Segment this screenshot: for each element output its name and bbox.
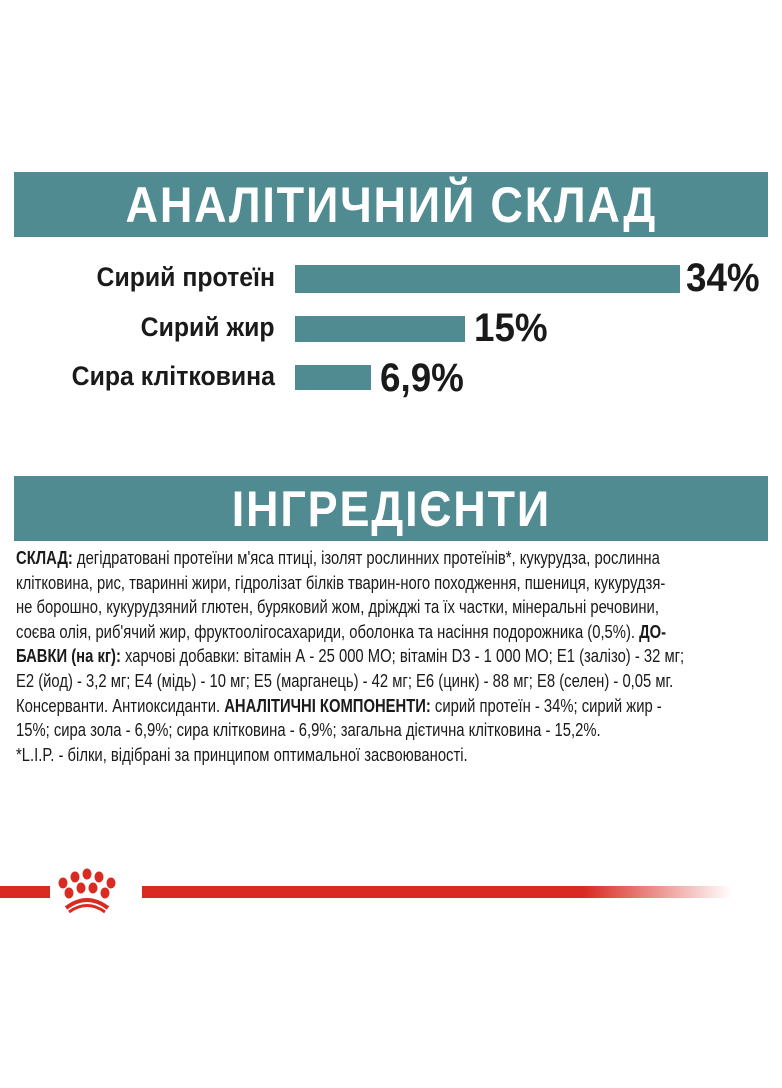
text: Консерванти. Антиоксиданти. bbox=[16, 694, 225, 716]
ingredients-banner: ІНГРЕДІЄНТИ bbox=[14, 476, 768, 541]
text-line: соєва олія, риб'ячий жир, фруктоолігосах… bbox=[16, 620, 684, 645]
fiber-value: 6,9% bbox=[380, 356, 464, 400]
text: *L.I.P. - білки, відібрані за принципом … bbox=[16, 743, 468, 765]
fat-bar bbox=[295, 316, 465, 342]
text: Е2 (йод) - 3,2 мг; Е4 (мідь) - 10 мг; Е5… bbox=[16, 669, 674, 691]
text-line: не борошно, кукурудзяний глютен, буряков… bbox=[16, 595, 684, 620]
protein-bar bbox=[295, 265, 680, 293]
bold-heading: БАВКИ (на кг): bbox=[16, 645, 121, 667]
bold-heading: ДО- bbox=[639, 620, 667, 642]
analysis-banner: АНАЛІТИЧНИЙ СКЛАД bbox=[14, 172, 768, 237]
ingredients-text: СКЛАД: дегідратовані протеїни м'яса птиц… bbox=[16, 546, 782, 767]
text-line: БАВКИ (на кг): харчові добавки: вітамін … bbox=[16, 644, 684, 669]
text-line: *L.I.P. - білки, відібрані за принципом … bbox=[16, 743, 684, 768]
royal-canin-crown-logo bbox=[58, 868, 116, 914]
fat-value: 15% bbox=[474, 306, 548, 350]
fiber-label: Сира клітковина bbox=[71, 361, 275, 391]
fiber-bar bbox=[295, 365, 371, 390]
text: соєва олія, риб'ячий жир, фруктоолігосах… bbox=[16, 620, 640, 642]
text: харчові добавки: вітамін А - 25 000 МО; … bbox=[120, 645, 685, 667]
brand-line-right bbox=[142, 886, 732, 898]
analysis-title: АНАЛІТИЧНИЙ СКЛАД bbox=[125, 176, 657, 233]
bold-heading: СКЛАД: bbox=[16, 547, 73, 568]
fat-label: Сирий жир bbox=[141, 312, 275, 342]
text-line: 15%; сира зола - 6,9%; сира клітковина -… bbox=[16, 718, 684, 743]
text: 15%; сира зола - 6,9%; сира клітковина -… bbox=[16, 719, 601, 741]
text: не борошно, кукурудзяний глютен, буряков… bbox=[16, 596, 659, 618]
bold-heading: АНАЛІТИЧНІ КОМПОНЕНТИ: bbox=[224, 694, 431, 716]
text-line: Е2 (йод) - 3,2 мг; Е4 (мідь) - 10 мг; Е5… bbox=[16, 669, 684, 694]
brand-line-left bbox=[0, 886, 50, 898]
ingredients-title: ІНГРЕДІЄНТИ bbox=[231, 480, 551, 537]
text-line: Консерванти. Антиоксиданти. АНАЛІТИЧНІ К… bbox=[16, 694, 684, 719]
text: сирий протеїн - 34%; сирий жир - bbox=[430, 694, 662, 716]
text-line: СКЛАД: дегідратовані протеїни м'яса птиц… bbox=[16, 546, 684, 571]
protein-label: Сирий протеїн bbox=[96, 262, 275, 292]
protein-value: 34% bbox=[686, 256, 760, 300]
text: клітковина, рис, тваринні жири, гідроліз… bbox=[16, 571, 666, 593]
text-line: клітковина, рис, тваринні жири, гідроліз… bbox=[16, 571, 684, 596]
text: дегідратовані протеїни м'яса птиці, ізол… bbox=[72, 547, 660, 568]
